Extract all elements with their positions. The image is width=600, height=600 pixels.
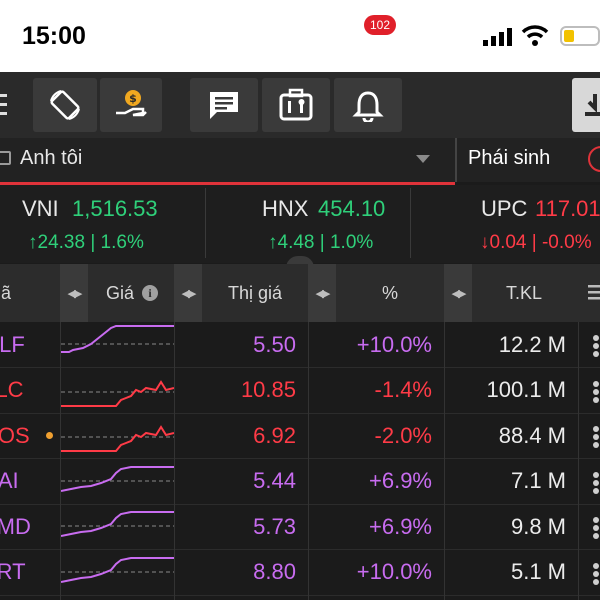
column-price[interactable]: Giá i xyxy=(90,264,174,322)
stock-symbol[interactable]: FLC xyxy=(0,377,24,402)
table-row[interactable]: HAI 5.44 +6.9% 7.1 M xyxy=(0,459,600,505)
index-name-hnx: HNX xyxy=(262,196,309,221)
index-name-vni: VNI xyxy=(22,196,59,221)
active-tab-indicator xyxy=(0,182,455,185)
table-header xyxy=(0,264,600,322)
row-more-icon[interactable] xyxy=(593,424,600,450)
market-price: 10.85 xyxy=(240,377,296,402)
sort-arrows-icon[interactable]: ◀▶ xyxy=(308,264,336,322)
stock-symbol[interactable]: GLF xyxy=(0,331,25,357)
status-bar: 15:00 xyxy=(0,0,600,72)
tab-derivatives[interactable]: Phái sinh xyxy=(468,147,551,169)
index-value-hnx: 454.10 xyxy=(318,196,386,221)
watchlist-name[interactable]: Anh tôi xyxy=(20,147,83,169)
battery-icon xyxy=(560,26,600,46)
bell-icon xyxy=(352,91,384,122)
index-change-upc: ↓0.04 | -0.0% xyxy=(480,232,592,253)
menu-icon[interactable] xyxy=(588,285,600,301)
index-value-upc: 117.01 xyxy=(535,196,600,221)
market-price: 5.44 xyxy=(253,468,296,493)
column-market-price[interactable]: Thị giá xyxy=(227,282,283,303)
sort-arrows-icon[interactable]: ◀▶ xyxy=(444,264,472,322)
status-time: 15:00 xyxy=(22,22,86,50)
rotate-screen-icon xyxy=(50,90,80,120)
toolbox-button[interactable] xyxy=(262,78,330,132)
cellular-signal-icon xyxy=(483,28,512,46)
total-volume: 7.1 M xyxy=(510,468,566,493)
stock-symbol[interactable]: ART xyxy=(0,559,26,584)
status-dot xyxy=(46,432,53,439)
market-price: 6.92 xyxy=(253,422,296,448)
toolbox-icon xyxy=(279,88,313,121)
market-price: 5.73 xyxy=(253,513,296,539)
download-button[interactable] xyxy=(572,78,600,132)
column-volume[interactable]: T.KL xyxy=(505,282,543,303)
column-symbol[interactable]: Mã xyxy=(0,282,12,303)
percent-change: -1.4% xyxy=(374,377,432,402)
percent-change: +10.0% xyxy=(356,559,432,584)
total-volume: 100.1 M xyxy=(486,377,567,402)
divider xyxy=(455,138,457,182)
table-row[interactable]: AMD 5.73 +6.9% 9.8 M xyxy=(0,504,600,550)
index-separator xyxy=(410,188,411,258)
price-sparkline xyxy=(61,556,174,583)
download-icon xyxy=(585,94,600,116)
watchlist-bar xyxy=(0,138,600,182)
message-button[interactable] xyxy=(190,78,258,132)
index-value-vni: 1,516.53 xyxy=(72,196,158,221)
stock-symbol[interactable]: HAI xyxy=(0,468,19,493)
table-row[interactable]: ART 8.80 +10.0% 5.1 M xyxy=(0,550,600,596)
percent-change: +6.9% xyxy=(369,468,432,493)
price-sparkline xyxy=(61,379,174,407)
column-divider xyxy=(174,322,175,600)
money-button[interactable]: $ xyxy=(100,78,162,132)
total-volume: 12.2 M xyxy=(498,331,566,357)
sort-arrows-icon[interactable]: ◀▶ xyxy=(60,264,88,322)
column-divider xyxy=(444,322,445,600)
total-volume: 9.8 M xyxy=(510,513,566,539)
stock-symbol[interactable]: ROS xyxy=(0,422,30,448)
row-more-icon[interactable] xyxy=(593,333,600,359)
index-bar xyxy=(0,185,600,263)
row-more-icon[interactable] xyxy=(593,561,600,587)
svg-text:$: $ xyxy=(129,92,137,105)
stock-symbol[interactable]: AMD xyxy=(0,513,31,539)
money-hand-icon: $ xyxy=(116,90,147,117)
notification-button[interactable] xyxy=(334,78,402,132)
market-price: 8.80 xyxy=(253,559,296,584)
column-divider xyxy=(578,322,579,600)
sort-arrows-icon[interactable]: ◀▶ xyxy=(174,264,202,322)
total-volume: 88.4 M xyxy=(498,422,566,448)
table-row[interactable]: ROS 6.92 -2.0% 88.4 M xyxy=(0,413,600,459)
row-more-icon[interactable] xyxy=(593,515,600,541)
table-row[interactable]: GLF 5.50 +10.0% 12.2 M xyxy=(0,322,600,368)
market-price: 5.50 xyxy=(253,331,296,357)
column-percent[interactable]: % xyxy=(381,282,398,303)
row-more-icon[interactable] xyxy=(593,379,600,405)
price-sparkline xyxy=(61,425,174,452)
index-change-vni: ↑24.38 | 1.6% xyxy=(28,232,144,253)
table-row[interactable]: FLC 10.85 -1.4% 100.1 M xyxy=(0,368,600,414)
column-divider xyxy=(60,322,61,600)
row-more-icon[interactable] xyxy=(593,470,600,496)
index-name-upc: UPC xyxy=(481,196,528,221)
percent-change: +10.0% xyxy=(356,331,432,357)
index-separator xyxy=(205,188,206,258)
info-icon[interactable]: i xyxy=(142,285,158,301)
watchlist-checkbox[interactable] xyxy=(0,151,11,165)
total-volume: 5.1 M xyxy=(510,559,566,584)
chevron-down-icon[interactable] xyxy=(416,155,430,163)
wifi-icon xyxy=(521,25,549,46)
percent-change: -2.0% xyxy=(374,422,432,448)
notification-badge: 102 xyxy=(364,15,396,35)
menu-icon[interactable] xyxy=(0,94,8,116)
price-sparkline xyxy=(61,511,174,537)
rotate-screen-button[interactable] xyxy=(33,78,97,132)
percent-change: +6.9% xyxy=(369,513,432,539)
column-divider xyxy=(308,322,309,600)
message-icon xyxy=(210,92,238,119)
price-sparkline xyxy=(61,465,174,492)
index-change-hnx: ↑4.48 | 1.0% xyxy=(268,232,374,253)
price-sparkline xyxy=(61,325,174,353)
